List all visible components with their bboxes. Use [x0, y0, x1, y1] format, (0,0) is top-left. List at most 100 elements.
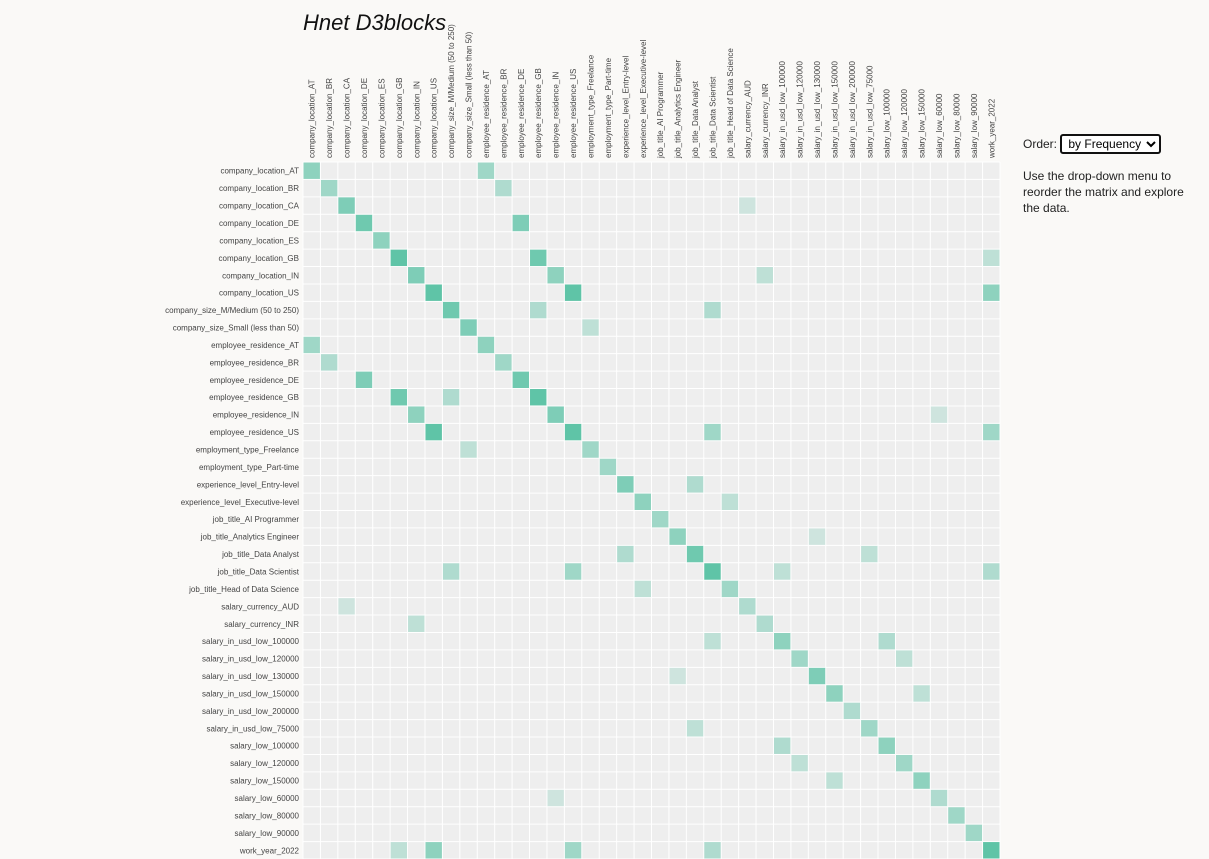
- row-label: salary_currency_INR: [224, 620, 299, 629]
- col-label: salary_in_usd_low_200000: [848, 60, 857, 158]
- matrix-cell: [373, 232, 390, 249]
- col-label: company_location_ES: [377, 78, 386, 158]
- matrix-cell: [878, 632, 895, 650]
- col-label: employee_residence_IN: [552, 72, 561, 158]
- matrix-cell: [390, 389, 408, 406]
- matrix-cell: [442, 389, 460, 406]
- matrix-cell: [303, 162, 320, 179]
- row-label: company_location_ES: [219, 236, 299, 245]
- matrix-cell: [983, 423, 1000, 441]
- matrix-cell: [390, 842, 408, 859]
- matrix-cell: [791, 754, 808, 772]
- matrix-cell: [704, 842, 721, 859]
- matrix-cell: [512, 214, 530, 232]
- matrix-cell: [895, 754, 913, 772]
- col-label: experience_level_Executive-level: [639, 39, 648, 158]
- col-label: company_location_AT: [308, 79, 317, 158]
- matrix-cell: [320, 354, 338, 371]
- matrix-cell: [408, 615, 425, 632]
- matrix-cell: [791, 650, 808, 667]
- matrix-cell: [495, 354, 512, 371]
- row-label: company_size_M/Medium (50 to 250): [165, 306, 299, 315]
- matrix-cell: [704, 301, 721, 319]
- order-label: Order:: [1023, 137, 1058, 151]
- col-label: employment_type_Part-time: [604, 57, 613, 158]
- matrix-cell: [965, 824, 983, 842]
- matrix-cell: [477, 336, 495, 354]
- col-label: work_year_2022: [987, 98, 996, 159]
- row-label: salary_in_usd_low_130000: [202, 672, 300, 681]
- col-label: employee_residence_DE: [517, 69, 526, 158]
- row-label: employee_residence_BR: [210, 358, 300, 367]
- matrix-cell: [843, 702, 861, 720]
- col-label: salary_in_usd_low_100000: [778, 60, 787, 158]
- matrix-cell: [704, 423, 721, 441]
- matrix-cell: [983, 842, 1000, 859]
- row-label: employee_residence_AT: [211, 341, 299, 350]
- row-label: salary_in_usd_low_150000: [202, 689, 300, 698]
- col-label: company_location_US: [430, 78, 439, 158]
- col-label: employee_residence_AT: [482, 70, 491, 158]
- col-label: company_size_M/Medium (50 to 250): [447, 24, 456, 158]
- matrix-cell: [425, 423, 442, 441]
- matrix-cell: [983, 249, 1000, 267]
- row-label: salary_in_usd_low_75000: [206, 724, 299, 733]
- matrix-cell: [756, 267, 773, 284]
- row-label: employment_type_Freelance: [196, 446, 300, 455]
- matrix-cell: [634, 580, 651, 598]
- matrix-cell: [739, 197, 756, 214]
- matrix-cell: [564, 423, 582, 441]
- matrix-cell: [686, 476, 704, 493]
- matrix-cell: [861, 720, 878, 737]
- matrix-cell: [512, 371, 530, 389]
- matrix-cell: [460, 319, 477, 336]
- col-label: salary_low_80000: [952, 93, 961, 158]
- row-label: job_title_Analytics Engineer: [200, 533, 300, 542]
- col-label: company_location_GB: [395, 78, 404, 159]
- matrix-cell: [895, 650, 913, 667]
- matrix-cell: [669, 667, 686, 685]
- row-label: company_location_BR: [219, 184, 299, 193]
- col-label: salary_in_usd_low_120000: [796, 60, 805, 158]
- col-label: salary_low_150000: [918, 89, 927, 158]
- row-label: salary_low_90000: [235, 829, 300, 838]
- col-label: job_title_Data Analyst: [691, 80, 700, 159]
- matrix-cell: [773, 632, 791, 650]
- row-label: salary_low_60000: [235, 794, 300, 803]
- matrix-cell: [913, 685, 930, 702]
- matrix: company_location_ATcompany_location_ATco…: [165, 24, 1001, 859]
- order-select[interactable]: by Frequency: [1060, 134, 1162, 154]
- row-label: salary_currency_AUD: [221, 602, 299, 611]
- side-panel: Order: by Frequency Use the drop-down me…: [1023, 134, 1203, 216]
- row-label: employment_type_Part-time: [199, 463, 300, 472]
- matrix-cell: [826, 685, 843, 702]
- row-label: company_location_IN: [222, 271, 299, 280]
- row-label: employee_residence_DE: [210, 376, 299, 385]
- col-label: salary_currency_AUD: [743, 80, 752, 158]
- matrix-cell: [564, 284, 582, 301]
- matrix-cell: [355, 214, 373, 232]
- matrix-cell: [686, 720, 704, 737]
- col-label: job_title_Analytics Engineer: [674, 59, 683, 159]
- row-label: job_title_AI Programmer: [212, 515, 300, 524]
- matrix-cell: [669, 528, 686, 545]
- row-label: company_location_GB: [219, 254, 300, 263]
- col-label: experience_level_Entry-level: [621, 56, 630, 159]
- matrix-cell: [721, 493, 739, 510]
- row-label: salary_in_usd_low_120000: [202, 655, 300, 664]
- matrix-cell: [634, 493, 651, 510]
- help-text: Use the drop-down menu to reorder the ma…: [1023, 169, 1184, 215]
- matrix-cell: [355, 371, 373, 389]
- col-label: employee_residence_US: [569, 69, 578, 158]
- matrix-cell: [547, 406, 564, 423]
- matrix-cell: [338, 598, 355, 615]
- matrix-cell: [582, 319, 599, 336]
- matrix-cell: [408, 267, 425, 284]
- col-label: salary_low_120000: [900, 89, 909, 158]
- matrix-cell: [564, 842, 582, 859]
- row-label: salary_in_usd_low_200000: [202, 707, 300, 716]
- matrix-cell: [721, 580, 739, 598]
- col-label: employment_type_Freelance: [587, 54, 596, 158]
- matrix-cell: [390, 249, 408, 267]
- col-label: company_location_CA: [343, 77, 352, 158]
